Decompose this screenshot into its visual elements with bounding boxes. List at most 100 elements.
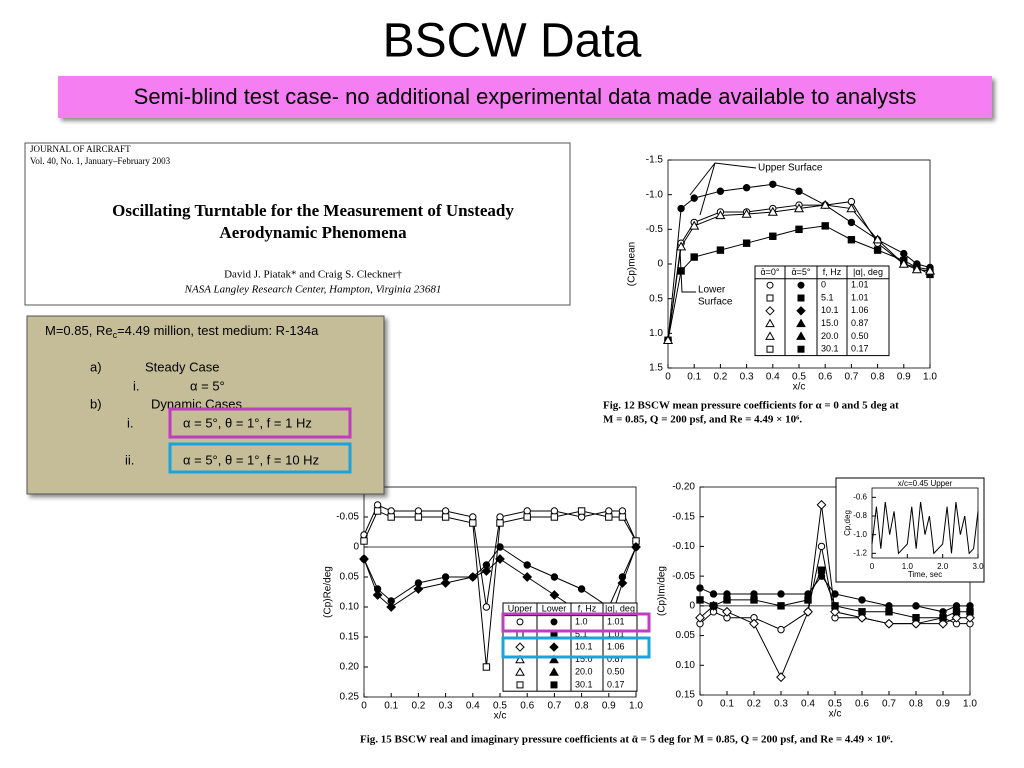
table-header: ᾱ=0° <box>760 267 779 277</box>
table-cell: 20.0 <box>821 331 839 341</box>
marker <box>820 199 831 209</box>
table-cell: 5.1 <box>821 292 834 302</box>
y-tick-label: 1.5 <box>649 363 663 374</box>
marker <box>898 258 909 268</box>
list-marker: i. <box>127 415 134 430</box>
caption: Fig. 15 BSCW real and imaginary pressure… <box>360 734 893 746</box>
marker <box>605 507 613 515</box>
marker <box>769 180 777 188</box>
marker <box>496 513 504 521</box>
banner <box>58 76 992 118</box>
x-tick-label: 0.1 <box>384 701 398 712</box>
marker <box>857 612 867 623</box>
x-axis-label: x/c <box>793 382 806 393</box>
x-tick-label: 0.4 <box>466 701 480 712</box>
highlight-10hz <box>501 636 651 659</box>
marker <box>767 206 778 216</box>
x-axis-label: Time, sec <box>908 570 942 579</box>
marker <box>440 578 451 588</box>
legend-symbol <box>516 681 524 689</box>
list-item: α = 5°, θ = 1°, f = 10 Hz <box>183 452 319 467</box>
marker <box>804 596 812 604</box>
marker <box>872 234 883 244</box>
y-tick-label: 0.10 <box>676 660 696 671</box>
marker <box>373 507 382 515</box>
table-cell: 0.87 <box>607 654 625 664</box>
x-tick-label: 0 <box>361 701 367 712</box>
marker <box>873 246 882 254</box>
legend-symbol <box>765 306 775 316</box>
y-tick-label: -1.2 <box>853 548 867 557</box>
marker <box>360 537 368 545</box>
marker <box>965 612 975 623</box>
legend-symbol <box>766 345 774 353</box>
marker <box>723 590 731 598</box>
marker <box>550 513 559 521</box>
annotation: Surface <box>698 297 733 308</box>
x-axis-label: x/c <box>829 709 842 720</box>
table-header: Lower <box>542 604 567 614</box>
chart-title: x/c=0.45 Upper <box>898 479 953 488</box>
x-tick-label: 0.6 <box>855 699 869 710</box>
marker <box>912 602 920 610</box>
authors: David J. Piatak* and Craig S. Cleckner† <box>224 269 402 281</box>
table-cell: 15.0 <box>821 318 839 328</box>
legend-symbol <box>515 654 525 664</box>
legend-symbol <box>797 345 805 353</box>
table-header: |α|, deg <box>853 267 883 277</box>
volume: Vol. 40, No. 1, January–February 2003 <box>30 156 171 166</box>
marker <box>900 249 908 258</box>
marker <box>695 612 705 623</box>
table-cell: 1.01 <box>851 292 869 302</box>
series-line <box>699 546 970 631</box>
table-cell: 15.0 <box>575 654 593 664</box>
legend-symbol <box>515 642 525 652</box>
x-tick-label: 0.2 <box>411 701 425 712</box>
table-cell: 1.01 <box>851 280 869 290</box>
marker <box>951 612 962 623</box>
x-tick-label: 0.7 <box>547 701 561 712</box>
marker <box>793 203 805 213</box>
journal: JOURNAL OF AIRCRAFT <box>30 144 131 154</box>
y-tick-label: 0.20 <box>340 662 360 673</box>
table-cell: 0 <box>821 280 826 290</box>
marker <box>550 573 559 581</box>
marker <box>831 590 839 598</box>
x-axis-label: x/c <box>494 711 507 722</box>
marker <box>847 236 856 244</box>
table-cell: 0.87 <box>851 318 869 328</box>
marker <box>577 585 586 593</box>
list-marker: a) <box>90 359 102 374</box>
marker <box>777 602 785 610</box>
marker <box>676 241 687 251</box>
marker <box>441 507 450 515</box>
marker <box>387 513 395 521</box>
y-axis-label: Cp,deg <box>843 510 852 536</box>
table-header: f, Hz <box>823 267 842 277</box>
y-tick-label: 0 <box>689 600 695 611</box>
marker <box>690 194 698 202</box>
marker <box>858 596 866 604</box>
table-header: |α|, deg <box>605 604 635 614</box>
flow-conditions: M=0.85, Rec=4.49 million, test medium: R… <box>45 323 319 340</box>
x-tick-label: 0.4 <box>766 372 780 383</box>
annotation: Upper Surface <box>758 163 823 174</box>
marker <box>631 542 641 552</box>
x-tick-label: 0.2 <box>713 372 727 383</box>
x-tick-label: 0.1 <box>687 372 701 383</box>
marker <box>549 590 560 600</box>
marker <box>441 513 450 521</box>
y-tick-label: -0.15 <box>672 511 695 522</box>
marker <box>496 543 504 551</box>
marker <box>469 513 477 521</box>
conditions-box: M=0.85, Rec=4.49 million, test medium: R… <box>26 315 385 495</box>
legend-symbol <box>516 618 524 626</box>
marker <box>373 501 382 509</box>
y-tick-label: -1.0 <box>853 530 867 539</box>
table-cell: 10.1 <box>821 305 839 315</box>
y-axis-label: (Cp)mean <box>627 242 638 286</box>
marker <box>966 602 974 610</box>
marker <box>496 519 504 527</box>
